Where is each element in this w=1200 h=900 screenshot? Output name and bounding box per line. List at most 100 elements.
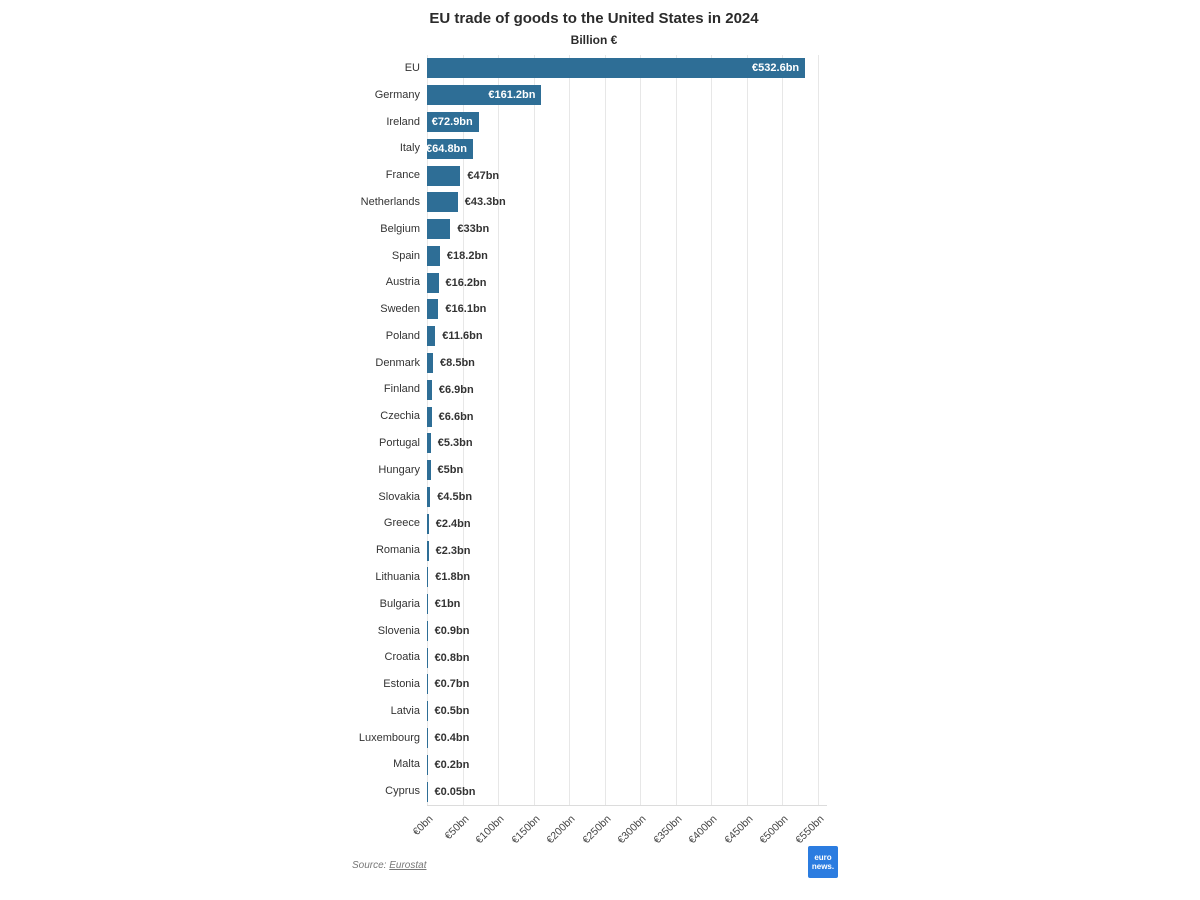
country-label: Austria <box>385 276 420 289</box>
chart-title: EU trade of goods to the United States i… <box>429 10 759 27</box>
country-label: Croatia <box>384 651 420 664</box>
country-label: Slovakia <box>378 490 420 503</box>
source-prefix: Source: <box>352 860 387 871</box>
country-label: Luxembourg <box>358 731 420 744</box>
bar <box>427 272 439 293</box>
bar-row: Hungary €5bn <box>378 457 827 484</box>
bar <box>427 353 434 374</box>
value-label: €1bn <box>434 598 461 611</box>
country-label: EU <box>404 62 420 74</box>
bar <box>427 192 458 213</box>
country-label: Italy <box>399 142 420 155</box>
gridline <box>533 55 535 805</box>
logo-line1: euro <box>814 853 832 862</box>
bar-row: Netherlands €43.3bn <box>361 189 827 216</box>
country-label: Latvia <box>390 704 420 717</box>
gridline <box>675 55 677 805</box>
bar-row: Sweden €16.1bn <box>380 296 827 323</box>
country-label: Czechia <box>380 410 420 423</box>
value-label: €0.7bn <box>434 678 470 691</box>
bar-row: Slovenia €0.9bn <box>378 618 827 645</box>
bar-row: EU €532.6bn <box>405 55 827 82</box>
bar-row: Finland €6.9bn <box>384 376 827 403</box>
bar-row: Poland €11.6bn <box>386 323 827 350</box>
value-label: €5.3bn <box>437 437 473 450</box>
bar <box>427 379 432 400</box>
country-label: Spain <box>391 249 420 262</box>
value-label: €0.2bn <box>434 758 470 771</box>
value-label: €8.5bn <box>440 357 475 370</box>
bar-row: Italy €64.8bn <box>400 135 827 162</box>
bar <box>427 165 461 186</box>
value-label: €47bn <box>467 169 500 182</box>
bar-row: Belgium €33bn <box>380 216 827 243</box>
value-label: €16.1bn <box>445 303 487 316</box>
bar <box>427 754 428 775</box>
country-label: Bulgaria <box>379 597 420 610</box>
value-label: €0.05bn <box>434 785 476 798</box>
bar <box>427 567 429 588</box>
chart-container: EU trade of goods to the United States i… <box>352 8 838 892</box>
value-label: €5bn <box>437 464 464 477</box>
country-label: Lithuania <box>375 570 420 583</box>
bar <box>427 299 439 320</box>
value-label: €161.2bn <box>488 89 536 102</box>
value-label: €4.5bn <box>437 490 473 503</box>
source-link[interactable]: Eurostat <box>389 860 427 871</box>
value-label: €1.8bn <box>435 571 471 584</box>
bar <box>427 85 542 106</box>
bar-row: Germany €161.2bn <box>375 82 827 109</box>
value-label: €2.3bn <box>435 544 471 557</box>
country-label: Denmark <box>375 356 420 369</box>
country-label: Sweden <box>380 303 420 316</box>
bar <box>427 433 431 454</box>
gridline <box>498 55 499 805</box>
bar <box>427 781 428 802</box>
bar-row: Luxembourg €0.4bn <box>359 725 827 752</box>
bar <box>427 486 431 507</box>
country-label: Malta <box>393 758 420 771</box>
bar-row: Slovakia €4.5bn <box>378 484 827 511</box>
country-label: Ireland <box>386 115 420 128</box>
country-label: Hungary <box>378 463 420 476</box>
gridline <box>462 55 464 805</box>
bar-row: Latvia €0.5bn <box>391 698 827 725</box>
value-label: €11.6bn <box>442 330 483 343</box>
country-label: France <box>385 169 420 182</box>
country-label: Netherlands <box>360 195 420 208</box>
bar-row: Croatia €0.8bn <box>385 644 827 671</box>
chart-subtitle: Billion € <box>570 33 618 47</box>
gridline <box>782 55 783 805</box>
bar <box>427 460 431 481</box>
value-label: €2.4bn <box>435 517 471 530</box>
bar <box>427 728 428 749</box>
gridline <box>640 55 641 805</box>
bar-row: France €47bn <box>386 162 827 189</box>
bar-row: Romania €2.3bn <box>376 537 827 564</box>
country-label: Finland <box>383 383 420 396</box>
bar-row: Portugal €5.3bn <box>379 430 827 457</box>
bar <box>427 513 429 534</box>
country-label: Cyprus <box>385 785 420 798</box>
country-label: Estonia <box>383 678 420 691</box>
bar <box>427 701 428 722</box>
bar-row: Greece €2.4bn <box>384 510 827 537</box>
country-label: Poland <box>385 329 420 342</box>
logo-line2: news. <box>811 862 835 871</box>
bar <box>427 620 428 641</box>
gridline <box>746 55 748 805</box>
country-label: Germany <box>374 88 420 101</box>
bar-row: Austria €16.2bn <box>386 269 827 296</box>
gridline <box>427 55 428 805</box>
bar-row: Spain €18.2bn <box>392 243 827 270</box>
value-label: €18.2bn <box>446 249 488 262</box>
gridline <box>604 55 606 805</box>
bar <box>427 594 428 615</box>
bar-row: Bulgaria €1bn <box>380 591 827 618</box>
value-label: €0.5bn <box>434 705 470 718</box>
value-label: €72.9bn <box>431 115 473 128</box>
value-label: €6.6bn <box>438 410 474 423</box>
value-label: €6.9bn <box>438 383 474 396</box>
value-label: €43.3bn <box>464 196 506 209</box>
bar <box>427 674 428 695</box>
